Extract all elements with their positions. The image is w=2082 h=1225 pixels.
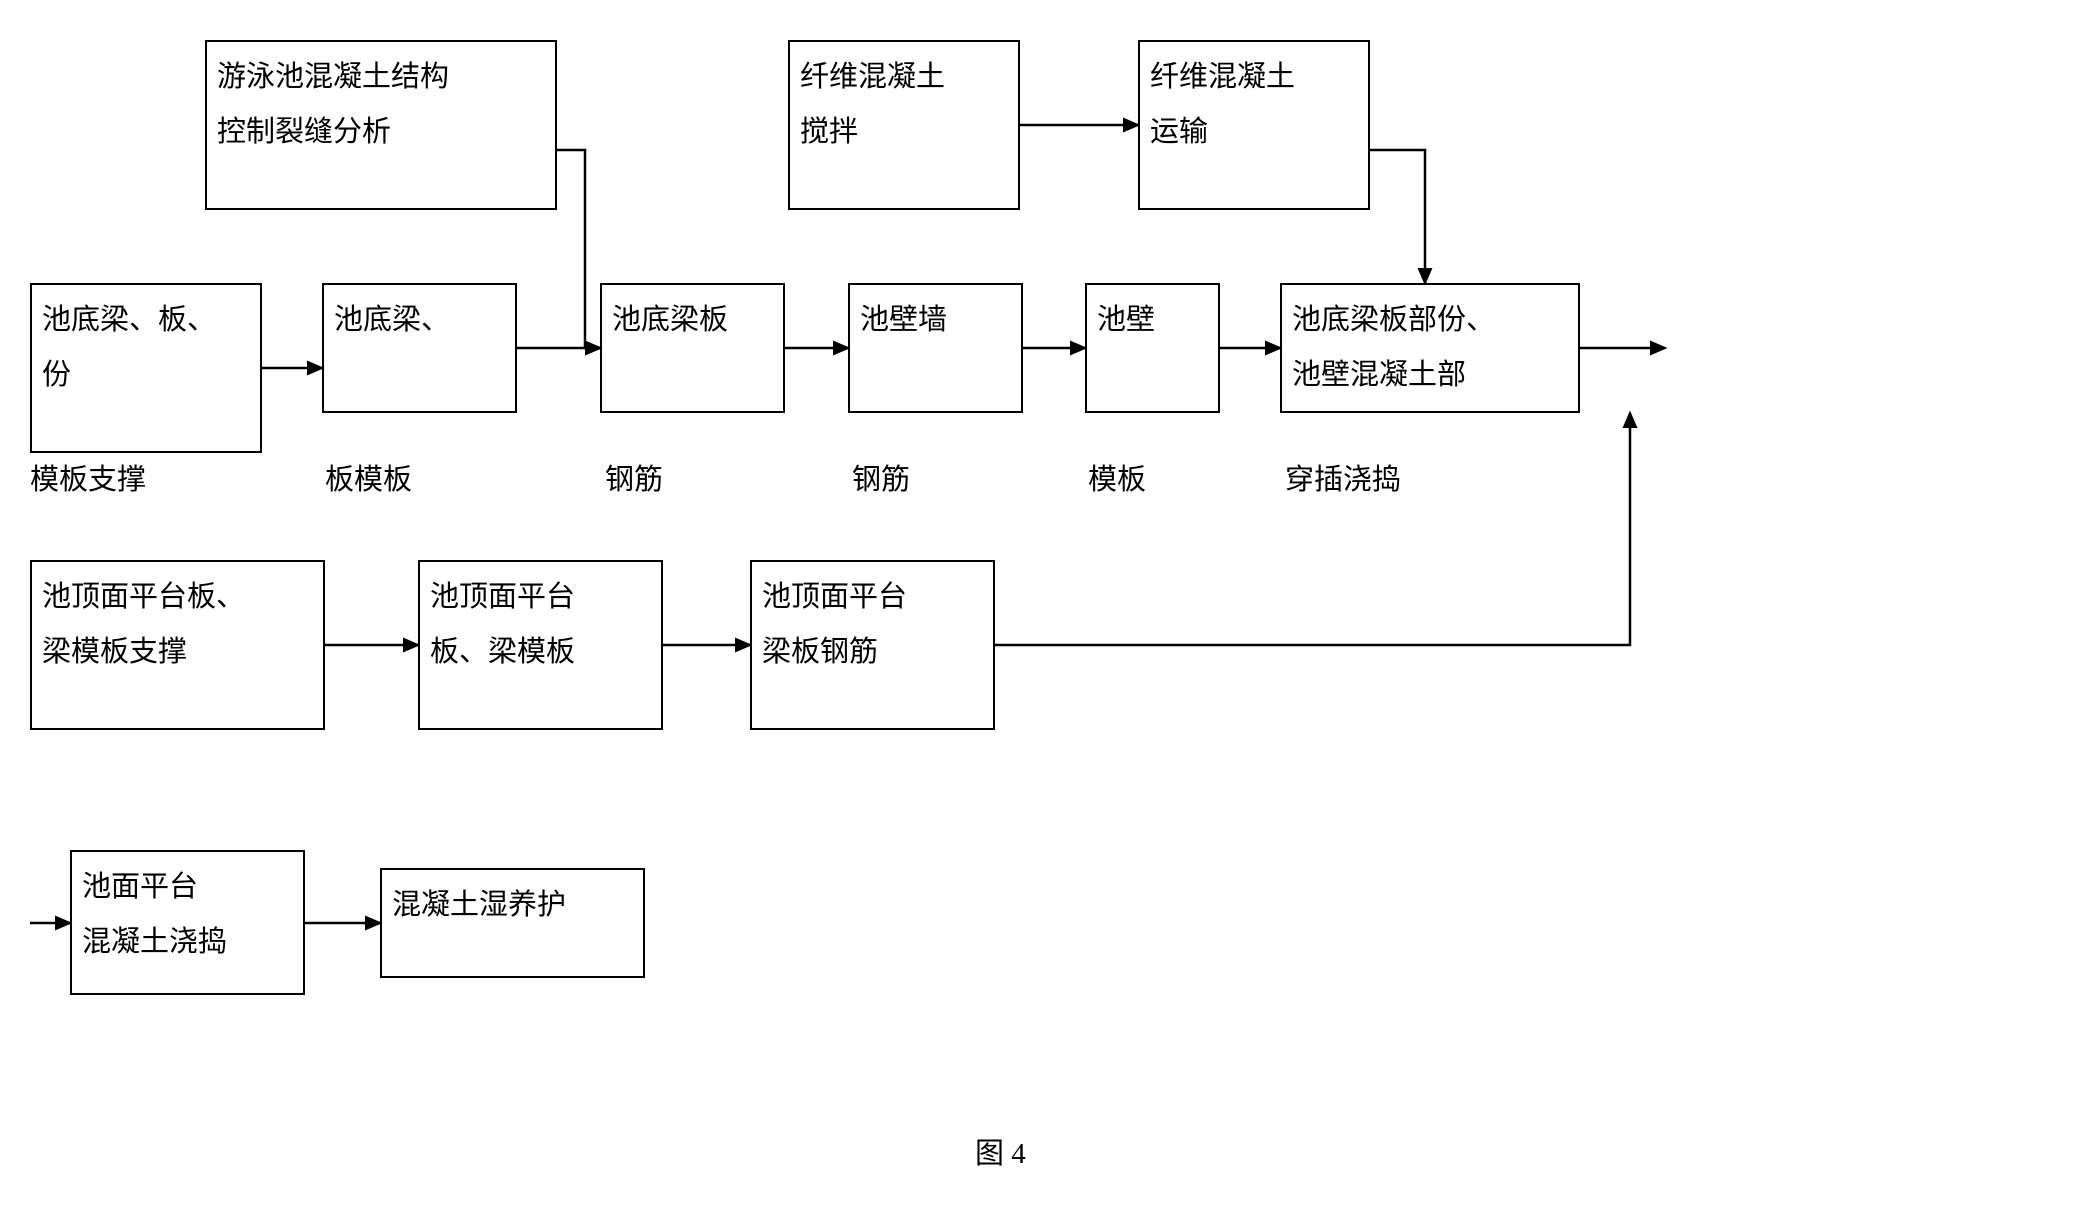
- caption-c_r2_6: 穿插浇捣: [1285, 460, 1401, 501]
- flow-node-n_r2_3: 池底梁板: [600, 283, 785, 413]
- node-text: 池面平台: [82, 860, 293, 915]
- caption-c_r2_2: 板模板: [325, 460, 412, 501]
- node-text: 份: [42, 348, 250, 403]
- node-text: 纤维混凝土: [1150, 50, 1358, 105]
- node-text: 池壁墙: [860, 293, 1011, 348]
- caption-c_r2_3: 钢筋: [605, 460, 663, 501]
- figure-label: 图 4: [975, 1130, 1026, 1172]
- node-text: 池壁混凝土部: [1292, 348, 1568, 403]
- node-text: 运输: [1150, 105, 1358, 160]
- caption-c_r2_1: 模板支撑: [30, 460, 146, 501]
- flow-node-n_r2_6: 池底梁板部份、池壁混凝土部: [1280, 283, 1580, 413]
- node-text: 纤维混凝土: [800, 50, 1008, 105]
- caption-c_r2_5: 模板: [1088, 460, 1146, 501]
- flow-node-n_r2_4: 池壁墙: [848, 283, 1023, 413]
- flow-node-n_top1: 游泳池混凝土结构控制裂缝分析: [205, 40, 557, 210]
- flow-node-n_r2_2: 池底梁、: [322, 283, 517, 413]
- flow-arrow: [995, 413, 1630, 645]
- flow-arrow: [557, 150, 600, 348]
- node-text: 搅拌: [800, 105, 1008, 160]
- node-text: 混凝土湿养护: [392, 878, 633, 933]
- flow-node-n_r3_1: 池顶面平台板、梁模板支撑: [30, 560, 325, 730]
- node-text: 池底梁板: [612, 293, 773, 348]
- caption-c_r2_4: 钢筋: [852, 460, 910, 501]
- node-text: 混凝土浇捣: [82, 915, 293, 970]
- flow-node-n_top2: 纤维混凝土搅拌: [788, 40, 1020, 210]
- node-text: 梁板钢筋: [762, 625, 983, 680]
- flow-node-n_r2_5: 池壁: [1085, 283, 1220, 413]
- flow-node-n_top3: 纤维混凝土运输: [1138, 40, 1370, 210]
- node-text: 板、梁模板: [430, 625, 651, 680]
- node-text: 控制裂缝分析: [217, 105, 545, 160]
- node-text: 游泳池混凝土结构: [217, 50, 545, 105]
- node-text: 池底梁、: [334, 293, 505, 348]
- node-text: 池底梁板部份、: [1292, 293, 1568, 348]
- flow-arrow: [1370, 150, 1425, 283]
- flow-node-n_r4_1: 池面平台混凝土浇捣: [70, 850, 305, 995]
- node-text: 池顶面平台: [762, 570, 983, 625]
- node-text: 池壁: [1097, 293, 1208, 348]
- node-text: 池顶面平台板、: [42, 570, 313, 625]
- node-text: 池底梁、板、: [42, 293, 250, 348]
- flowchart-diagram: 游泳池混凝土结构控制裂缝分析纤维混凝土搅拌纤维混凝土运输池底梁、板、份池底梁、池…: [30, 30, 2052, 1195]
- flow-node-n_r2_1: 池底梁、板、份: [30, 283, 262, 453]
- node-text: 梁模板支撑: [42, 625, 313, 680]
- flow-node-n_r3_3: 池顶面平台梁板钢筋: [750, 560, 995, 730]
- flow-node-n_r4_2: 混凝土湿养护: [380, 868, 645, 978]
- flow-node-n_r3_2: 池顶面平台板、梁模板: [418, 560, 663, 730]
- node-text: 池顶面平台: [430, 570, 651, 625]
